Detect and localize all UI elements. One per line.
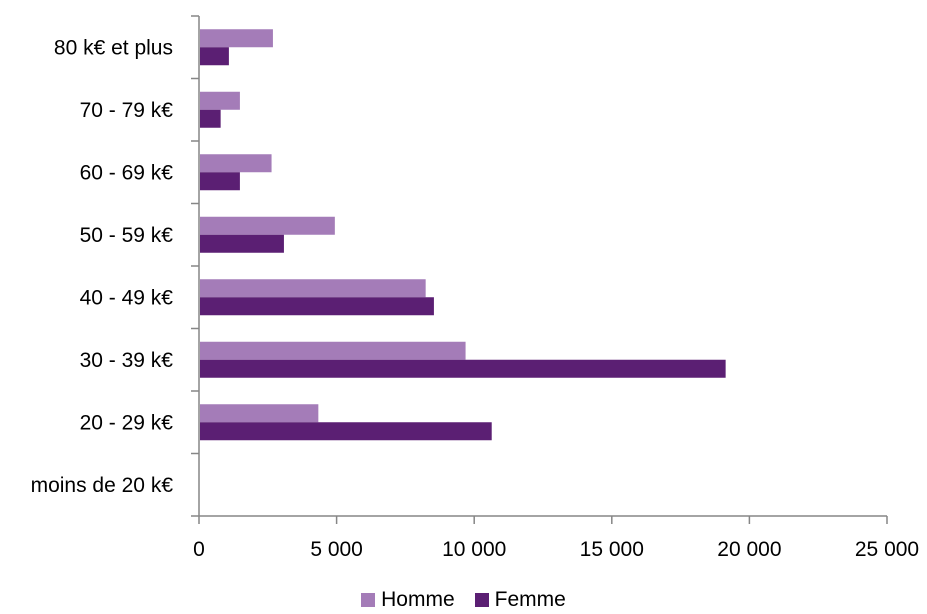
x-tick-label: 25 000 <box>855 538 919 561</box>
bar-femme <box>200 109 221 128</box>
bar-femme <box>200 359 726 378</box>
bar-femme <box>200 47 229 66</box>
bar-femme <box>200 234 284 253</box>
bar-homme <box>200 91 240 110</box>
legend: Homme Femme <box>0 588 927 612</box>
bar-homme <box>200 341 466 360</box>
x-tick-label: 20 000 <box>717 538 781 561</box>
category-label: 20 - 29 k€ <box>80 411 174 434</box>
legend-label-homme: Homme <box>381 588 455 611</box>
category-label: 40 - 49 k€ <box>80 286 174 309</box>
x-tick-label: 0 <box>193 538 205 561</box>
bar-homme <box>200 29 273 48</box>
legend-item-homme: Homme <box>361 588 455 612</box>
category-label: 50 - 59 k€ <box>80 224 174 247</box>
category-label: 60 - 69 k€ <box>80 161 174 184</box>
bar-femme <box>200 297 434 316</box>
category-label: moins de 20 k€ <box>31 474 174 497</box>
bar-femme <box>200 172 240 191</box>
legend-item-femme: Femme <box>474 588 566 612</box>
category-label: 30 - 39 k€ <box>80 349 174 372</box>
bar-homme <box>200 154 272 173</box>
category-label: 80 k€ et plus <box>54 36 173 59</box>
bar-homme <box>200 279 426 298</box>
bar-homme <box>200 404 319 423</box>
legend-label-femme: Femme <box>494 588 566 611</box>
legend-swatch-femme <box>474 593 489 607</box>
category-label: 70 - 79 k€ <box>80 99 174 122</box>
legend-swatch-homme <box>361 593 376 607</box>
x-tick-label: 5 000 <box>310 538 363 561</box>
x-tick-label: 15 000 <box>580 538 644 561</box>
bar-homme <box>200 216 335 235</box>
x-tick-label: 10 000 <box>442 538 506 561</box>
bar-femme <box>200 422 492 441</box>
